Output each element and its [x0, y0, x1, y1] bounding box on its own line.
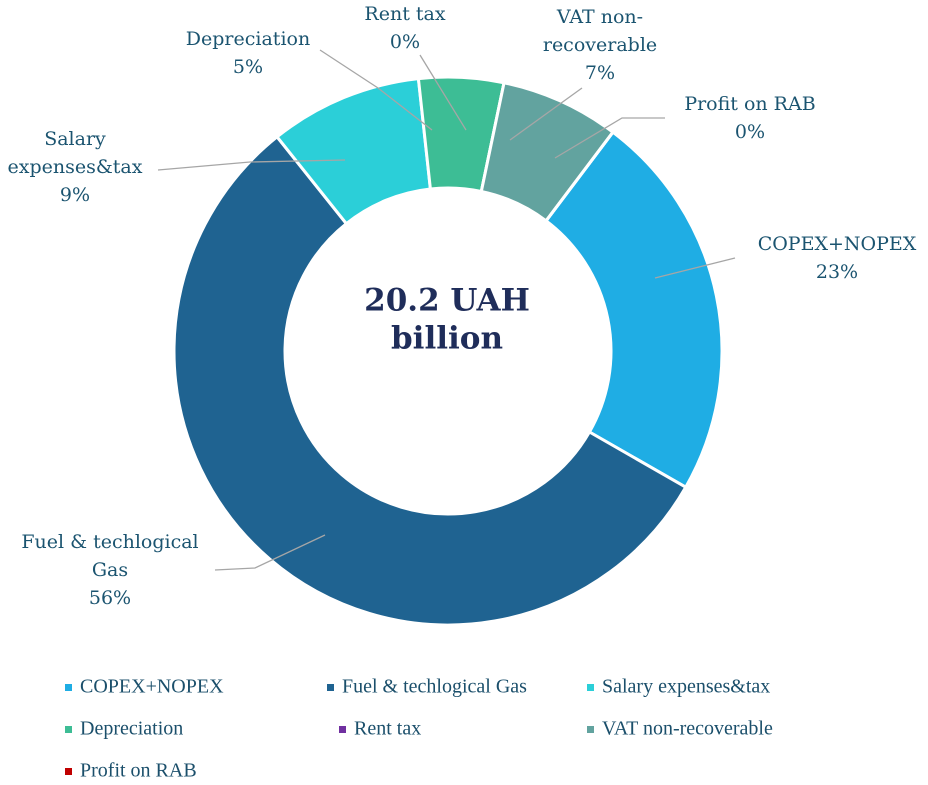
legend-label: COPEX+NOPEX [80, 676, 224, 698]
legend-item: Rent tax [339, 718, 421, 740]
leader-line [509, 87, 583, 141]
leader-line [554, 117, 665, 159]
legend-label: Rent tax [354, 718, 421, 740]
legend-swatch [587, 684, 594, 691]
donut-slice [172, 134, 688, 627]
legend-item: VAT non-recoverable [587, 718, 773, 740]
data-label-value: 5% [233, 56, 263, 78]
leader-line [157, 159, 346, 171]
legend-label: Profit on RAB [80, 760, 197, 782]
data-label-value: 23% [816, 261, 858, 283]
legend-item: Profit on RAB [65, 760, 197, 782]
legend-label: Salary expenses&tax [602, 676, 770, 698]
data-label: Fuel & techlogical Gas 56% [21, 531, 326, 609]
data-label-name: Profit on RAB [684, 93, 815, 115]
data-label: COPEX+NOPEX 23% [654, 233, 917, 283]
data-label-name: Salary expenses&tax [8, 128, 143, 178]
data-label-name: Depreciation [186, 28, 310, 50]
legend-label: Fuel & techlogical Gas [342, 676, 527, 698]
data-label-value: 0% [735, 121, 765, 143]
data-label-name: Fuel & techlogical Gas [21, 531, 198, 581]
legend-item: Fuel & techlogical Gas [327, 676, 527, 698]
legend-swatch [65, 726, 72, 733]
data-label: Profit on RAB 0% [554, 93, 816, 159]
legend-swatch [65, 684, 72, 691]
legend-swatch [327, 684, 334, 691]
data-label: Salary expenses&tax 9% [8, 128, 346, 206]
data-label-name: Rent tax [364, 3, 445, 25]
legend-swatch [65, 768, 72, 775]
data-label: VAT non-recoverable 7% [509, 6, 657, 141]
legend-item: Salary expenses&tax [587, 676, 770, 698]
center-text: 20.2 UAH [364, 283, 530, 319]
data-label-value: 56% [89, 587, 131, 609]
data-label: Depreciation 5% [186, 28, 433, 131]
legend-item: COPEX+NOPEX [65, 676, 224, 698]
data-label-name: COPEX+NOPEX [758, 233, 917, 255]
legend-label: VAT non-recoverable [602, 718, 773, 740]
data-label-value: 9% [60, 184, 90, 206]
donut-slice [544, 131, 615, 222]
data-label-name: VAT non-recoverable [543, 6, 657, 56]
leader-line [654, 257, 736, 279]
legend-swatch [587, 726, 594, 733]
center-text: billion [391, 321, 503, 357]
legend-swatch [339, 726, 346, 733]
legend-label: Depreciation [80, 718, 183, 740]
data-label: Rent tax 0% [364, 3, 467, 131]
data-label-value: 7% [585, 62, 615, 84]
legend-item: Depreciation [65, 718, 183, 740]
data-label-value: 0% [390, 31, 420, 53]
donut-slice [543, 130, 724, 490]
leader-line [419, 54, 467, 131]
leader-line [319, 49, 433, 131]
leader-line [214, 534, 326, 571]
